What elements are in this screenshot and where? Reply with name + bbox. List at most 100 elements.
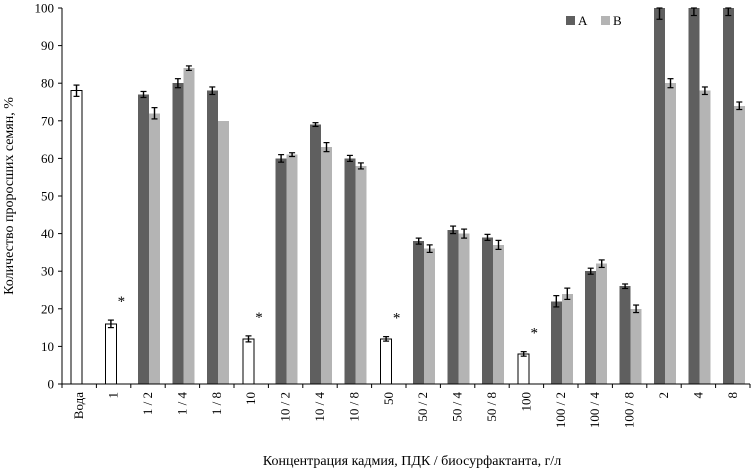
x-tick-label: 100 / 8: [622, 392, 637, 428]
x-tick-label: 50: [381, 392, 396, 405]
bar-group: [413, 237, 436, 384]
x-tick-label: Вода: [71, 392, 86, 419]
bar-group: [172, 65, 195, 384]
x-tick-label: 1 / 4: [174, 392, 189, 416]
bar-group: [70, 84, 83, 385]
bar-group: [619, 283, 642, 384]
legend: A B: [566, 13, 622, 28]
x-tick-label: 50 / 2: [415, 392, 430, 422]
y-tick-label: 40: [41, 226, 54, 241]
x-tick-label: 1 / 2: [140, 392, 155, 415]
x-tick-label: 50 / 8: [484, 392, 499, 422]
bar-a: [550, 301, 562, 384]
bar-group: *: [104, 294, 126, 385]
legend-label-b: B: [613, 13, 622, 28]
bar-control: [104, 323, 117, 385]
x-tick-label: 100 / 4: [587, 392, 602, 429]
axes: [58, 7, 751, 388]
bar-a: [654, 8, 665, 384]
bar-group: [688, 7, 711, 384]
bar-b: [286, 154, 298, 384]
legend-label-a: A: [578, 13, 588, 28]
bar-group: *: [380, 311, 401, 385]
y-tick-label: 20: [41, 301, 54, 316]
bar-group: [654, 7, 676, 384]
y-tick-label: 70: [41, 113, 54, 128]
x-axis-title: Концентрация кадмия, ПДК / биосурфактант…: [263, 454, 561, 469]
bar-b: [665, 83, 676, 384]
bar-b: [493, 244, 504, 384]
legend-swatch-b: [601, 16, 610, 25]
tick-labels: 0 10 20 30 40 50 60 70 80 90 100 Вода 1 1 / 2 1 / 4 1 /…: [35, 1, 740, 429]
bar-group: *: [242, 310, 263, 385]
bar-control: [517, 353, 530, 385]
x-tick-label: 8: [725, 392, 740, 399]
bar-group: [482, 233, 504, 384]
bar-group: [722, 7, 745, 384]
bar-a: [447, 229, 459, 384]
bar-b: [149, 113, 160, 384]
bar-group: [550, 287, 573, 384]
y-tick-label: 30: [41, 264, 54, 279]
bar-b: [458, 233, 470, 384]
significance-marker: *: [393, 311, 401, 327]
significance-marker: *: [118, 294, 126, 310]
x-tick-label: 1 / 8: [209, 392, 224, 415]
bar-a: [138, 94, 149, 384]
bar-a: [722, 8, 734, 384]
bar-group: *: [517, 326, 538, 385]
y-tick-label: 100: [35, 1, 55, 16]
bar-a: [310, 124, 321, 384]
x-tick-label: 10 / 8: [346, 392, 361, 422]
x-tick-label: 50 / 4: [450, 392, 465, 422]
bar-b: [321, 147, 332, 384]
bar-group: [585, 259, 608, 384]
bars: * * * *: [70, 7, 745, 385]
bar-a: [172, 83, 184, 384]
x-tick-label: 1: [106, 392, 121, 399]
bar-a: [206, 90, 218, 384]
y-tick-label: 10: [41, 339, 54, 354]
bar-b: [217, 120, 229, 385]
bar-group: [206, 86, 229, 385]
bar-b: [630, 308, 642, 384]
bar-control: [70, 90, 83, 385]
x-tick-label: 10 / 4: [312, 392, 327, 422]
bar-group: [344, 154, 367, 384]
y-tick-label: 80: [41, 76, 54, 91]
x-tick-label: 2: [656, 392, 671, 399]
significance-marker: *: [255, 310, 263, 326]
bar-b: [183, 68, 195, 384]
y-tick-label: 0: [48, 377, 55, 392]
bar-a: [413, 241, 425, 384]
bar-control: [242, 338, 255, 385]
bar-b: [733, 105, 745, 384]
bar-a: [585, 271, 597, 384]
bar-b: [699, 90, 711, 384]
bar-b: [561, 293, 573, 384]
x-tick-label: 10: [243, 392, 258, 405]
y-tick-label: 90: [41, 38, 54, 53]
bar-group: [447, 225, 470, 384]
y-tick-label: 50: [41, 189, 54, 204]
bar-group: [138, 90, 160, 384]
y-axis-title: Количество проросших семян, %: [2, 97, 17, 295]
bar-group: [275, 152, 298, 384]
x-tick-label: 100: [518, 392, 533, 412]
x-tick-label: 10 / 2: [278, 392, 293, 422]
significance-marker: *: [530, 326, 538, 342]
bar-a: [619, 286, 631, 384]
bar-control: [380, 338, 393, 385]
legend-swatch-a: [566, 16, 575, 25]
x-tick-label: 100 / 2: [553, 392, 568, 428]
bar-a: [688, 8, 700, 384]
bar-a: [275, 158, 287, 384]
bar-a: [344, 158, 356, 384]
bar-b: [355, 165, 367, 384]
bar-group: [310, 122, 332, 384]
x-tick-label: 4: [690, 392, 705, 399]
bar-b: [424, 248, 436, 384]
y-tick-label: 60: [41, 151, 54, 166]
bar-b: [596, 263, 608, 384]
